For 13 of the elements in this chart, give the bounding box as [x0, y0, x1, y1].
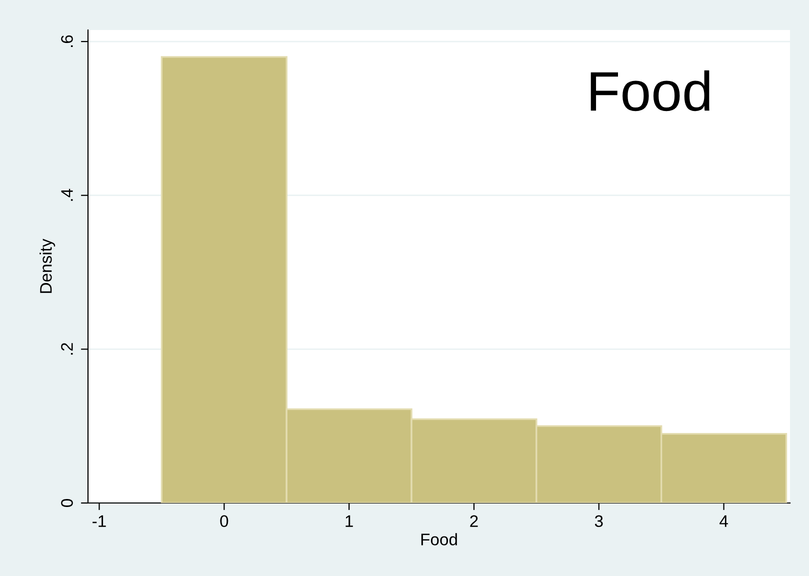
- y-axis-title: Density: [40, 238, 56, 293]
- x-tick-label: 0: [220, 515, 228, 528]
- y-tick-label: .4: [61, 188, 73, 201]
- x-tick-label: 3: [594, 515, 603, 528]
- x-tick-label: 4: [720, 515, 728, 527]
- x-tick-label: 2: [470, 515, 478, 527]
- y-tick-label: .6: [61, 35, 73, 47]
- x-tick-label: -1: [92, 515, 106, 527]
- y-tick-label: .2: [61, 343, 73, 355]
- x-tick-label: 1: [346, 515, 353, 527]
- annotation: Food: [590, 70, 710, 112]
- y-tick-label: 0: [61, 499, 73, 507]
- x-axis-title: Food: [421, 533, 457, 546]
